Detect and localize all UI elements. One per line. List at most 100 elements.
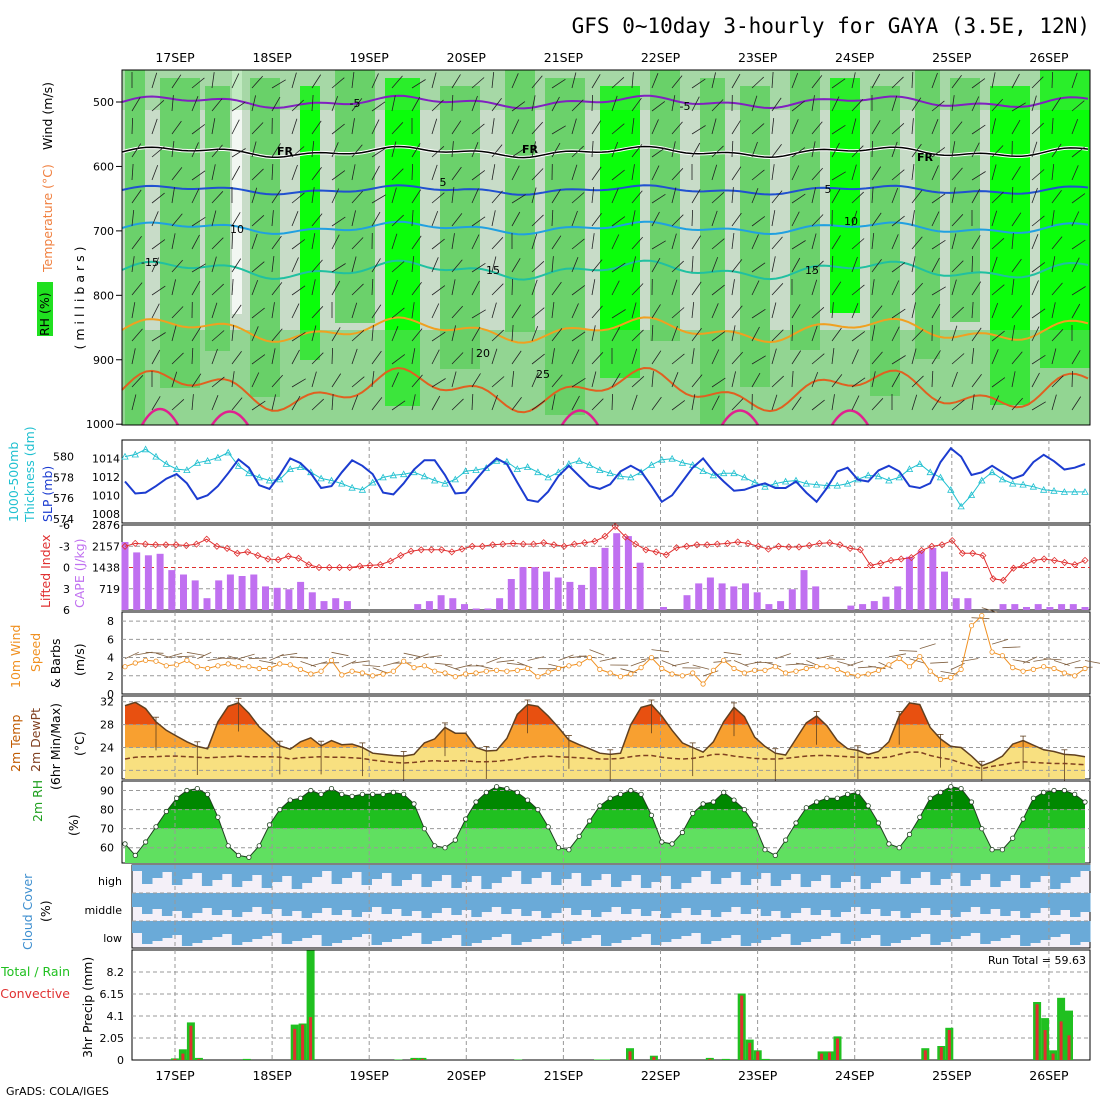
- lifted-index-marker: [846, 544, 854, 552]
- cloud-high-block: [1010, 865, 1021, 875]
- precip-tick: 2.05: [100, 1032, 125, 1045]
- cape-bar: [461, 604, 468, 610]
- wind-barb: [531, 95, 536, 112]
- wind-barb: [671, 372, 679, 388]
- cloud-high-block: [640, 865, 652, 888]
- surface-barb: [651, 649, 670, 653]
- cloud-low-block: [241, 921, 253, 942]
- wind-barb: [811, 279, 818, 296]
- wind-barb: [431, 72, 437, 89]
- cloud-middle-block: [221, 893, 233, 910]
- wind-speed-marker: [235, 664, 242, 670]
- wind-barb: [1051, 282, 1063, 296]
- wind-speed-marker: [287, 662, 293, 668]
- lifted-index-marker: [1081, 556, 1089, 564]
- wind-barb: [971, 96, 980, 112]
- wind-barb: [351, 118, 355, 135]
- cloud-middle-block: [231, 893, 243, 917]
- rh-marker: [411, 801, 417, 807]
- rh-marker: [855, 789, 861, 796]
- rh-tick: 80: [100, 804, 114, 817]
- cloud-middle-block: [571, 893, 582, 915]
- wind-barb: [131, 189, 142, 204]
- wind-barb: [471, 142, 479, 158]
- rh-marker: [545, 824, 551, 830]
- lifted-index-marker: [1020, 561, 1028, 569]
- cloud-high-block: [581, 865, 592, 886]
- wind-barb: [471, 326, 481, 342]
- wind-speed-marker: [1051, 665, 1057, 672]
- cloud-low-block: [720, 921, 732, 938]
- wind-barb: [911, 210, 915, 227]
- wind-speed-marker: [731, 665, 737, 672]
- cloud-middle-block: [311, 893, 323, 913]
- lifted-index-marker: [570, 540, 578, 548]
- wind-barb: [1071, 165, 1079, 181]
- thickness-marker: [338, 479, 346, 487]
- date-label-top: 18SEP: [252, 50, 292, 65]
- rh-marker: [979, 826, 985, 832]
- wind-barb: [891, 372, 901, 388]
- wind-barb: [251, 261, 265, 273]
- wind-barb: [731, 305, 743, 319]
- wind-speed-marker: [607, 670, 613, 676]
- cloud-low-block: [800, 921, 812, 942]
- wind-barb: [771, 71, 774, 89]
- cloud-middle-block: [371, 893, 382, 907]
- wind-barb: [551, 374, 563, 388]
- lifted-index-marker: [999, 576, 1007, 584]
- rh-marker: [844, 791, 851, 797]
- wind-barb: [751, 216, 766, 227]
- thickness-marker: [585, 461, 594, 468]
- wind-barb: [171, 95, 174, 112]
- cape-bar: [613, 533, 621, 610]
- thickness-marker: [523, 463, 532, 470]
- wind-speed-marker: [948, 674, 954, 681]
- wind-barb: [231, 258, 242, 273]
- wind-speed-marker: [1010, 664, 1016, 671]
- wind-barb: [411, 328, 423, 342]
- wind-barb: [211, 256, 217, 273]
- wind-barb: [991, 256, 998, 273]
- wind-barb: [611, 188, 619, 204]
- rh-marker: [432, 843, 438, 849]
- wind-barb: [951, 95, 955, 112]
- wind-barb: [471, 95, 478, 112]
- cape-label: CAPE (J/kg): [72, 538, 87, 608]
- wind-barb: [311, 120, 322, 135]
- surface-barb: [197, 652, 212, 660]
- cloud-high-block: [291, 865, 303, 889]
- lifted-index-marker: [325, 563, 333, 572]
- wind-barb: [791, 211, 800, 227]
- wind-barb: [911, 190, 923, 204]
- wind-barb: [311, 213, 323, 227]
- wind-barb: [1031, 122, 1044, 135]
- cloud-low-block: [930, 921, 941, 945]
- wind-barb: [651, 119, 659, 135]
- wind-barb: [591, 325, 596, 342]
- cloud-low-block: [680, 921, 692, 936]
- wind-barb: [871, 258, 882, 273]
- wind-barb: [491, 97, 502, 112]
- cloud-high-block: [700, 865, 712, 871]
- cape-bar: [788, 589, 796, 610]
- wind-barb: [971, 394, 975, 411]
- lifted-index-marker: [1040, 555, 1048, 563]
- precip-convective-bar: [173, 1058, 177, 1060]
- wind-barb: [331, 170, 346, 181]
- wind-barb: [911, 71, 914, 89]
- wind-barb: [211, 118, 216, 135]
- contour-label: 10: [844, 215, 858, 228]
- wind-barb: [651, 371, 654, 388]
- cloud-low-block: [860, 921, 871, 938]
- wind-barb: [431, 146, 445, 158]
- thickness-marker: [296, 463, 305, 470]
- rh-marker: [597, 803, 603, 809]
- wind-barb: [871, 212, 882, 227]
- wind-barb: [991, 191, 1004, 204]
- wind-barb: [631, 236, 643, 250]
- wind-barb: [1051, 348, 1057, 365]
- cloud-middle-block: [421, 893, 432, 918]
- rh-marker: [235, 852, 242, 859]
- wind-axis-label: Wind (m/s): [40, 82, 55, 150]
